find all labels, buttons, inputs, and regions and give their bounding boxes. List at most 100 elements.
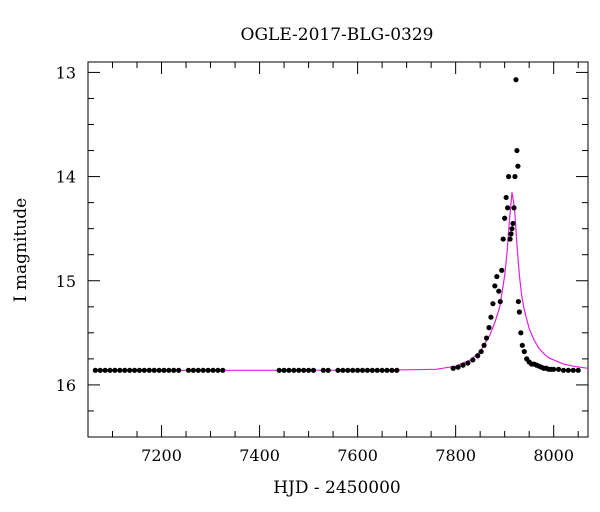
data-point xyxy=(511,205,517,211)
data-point xyxy=(509,226,515,232)
data-point xyxy=(286,367,292,373)
data-point xyxy=(379,367,385,373)
data-point xyxy=(92,367,98,373)
data-point xyxy=(355,367,361,373)
data-point xyxy=(350,367,356,373)
data-point xyxy=(112,367,118,373)
data-point xyxy=(521,348,527,355)
data-point xyxy=(151,367,157,373)
x-tick-label: 7600 xyxy=(337,446,378,465)
data-point xyxy=(499,267,505,273)
data-point xyxy=(171,367,177,373)
data-point xyxy=(512,173,518,180)
data-point xyxy=(122,367,128,373)
data-point xyxy=(156,367,162,373)
data-point xyxy=(481,342,487,348)
data-point xyxy=(486,325,492,331)
y-tick-label: 15 xyxy=(56,272,76,291)
data-point xyxy=(320,367,326,373)
data-point xyxy=(131,367,138,373)
data-point xyxy=(488,314,494,320)
x-axis-label: HJD - 2450000 xyxy=(273,478,401,498)
data-point xyxy=(394,367,400,373)
data-point xyxy=(185,367,192,373)
data-point xyxy=(141,367,147,373)
data-point xyxy=(505,173,512,180)
data-point xyxy=(503,194,509,201)
data-point xyxy=(389,367,395,373)
x-tick-label: 7400 xyxy=(239,446,280,465)
data-point xyxy=(515,298,521,305)
data-point xyxy=(146,367,152,373)
data-point xyxy=(369,367,375,373)
chart-title: OGLE-2017-BLG-0329 xyxy=(241,25,434,45)
data-point xyxy=(305,367,312,373)
data-point xyxy=(276,367,282,373)
x-tick-label: 8000 xyxy=(533,446,574,465)
data-point xyxy=(515,163,521,169)
data-points-group xyxy=(92,77,581,373)
data-point xyxy=(551,366,557,372)
data-point xyxy=(166,367,172,373)
data-point xyxy=(475,353,481,359)
data-point xyxy=(496,288,502,294)
data-point xyxy=(513,77,519,83)
data-point xyxy=(502,215,508,221)
data-point xyxy=(507,236,513,242)
data-point xyxy=(519,342,525,348)
data-point xyxy=(296,367,302,373)
data-point xyxy=(570,367,576,373)
y-tick-label: 13 xyxy=(56,63,76,82)
data-point xyxy=(560,367,567,373)
data-point xyxy=(470,357,476,363)
y-axis-label: I magnitude xyxy=(11,198,31,302)
data-point xyxy=(492,283,498,289)
x-tick-labels: 7200 7400 7600 7800 8000 xyxy=(141,446,574,465)
data-point xyxy=(195,367,201,373)
model-curve-group xyxy=(92,192,589,371)
x-tick-label: 7200 xyxy=(141,446,182,465)
data-point xyxy=(340,367,346,373)
data-point xyxy=(215,367,221,373)
data-point xyxy=(575,367,581,373)
data-point xyxy=(281,367,287,373)
data-point xyxy=(359,367,366,373)
axis-ticks xyxy=(88,62,588,438)
data-point xyxy=(460,362,466,368)
data-point xyxy=(291,367,297,373)
data-point xyxy=(161,367,167,373)
data-point xyxy=(500,236,506,242)
data-point xyxy=(510,220,516,227)
data-point xyxy=(514,147,520,154)
y-tick-label: 16 xyxy=(56,376,76,395)
data-point xyxy=(505,205,511,211)
data-point xyxy=(220,367,226,373)
data-point xyxy=(107,367,113,373)
data-point xyxy=(483,335,490,341)
model-curve xyxy=(92,192,589,371)
data-point xyxy=(478,348,484,355)
y-tick-labels: 13 14 15 16 xyxy=(56,63,76,395)
data-point xyxy=(310,367,317,373)
data-point xyxy=(102,367,108,373)
data-point xyxy=(455,364,461,370)
data-point xyxy=(136,367,143,373)
data-point xyxy=(205,367,211,373)
data-point xyxy=(465,360,471,366)
data-point xyxy=(508,231,514,237)
data-point xyxy=(325,367,331,373)
data-point xyxy=(494,273,500,280)
data-point xyxy=(518,330,524,336)
data-point xyxy=(117,367,123,373)
data-point xyxy=(210,367,216,373)
x-tick-label: 7800 xyxy=(435,446,476,465)
data-point xyxy=(176,367,182,373)
data-point xyxy=(450,365,456,371)
data-point xyxy=(345,367,351,373)
data-point xyxy=(97,367,103,373)
data-point xyxy=(127,367,133,373)
data-point xyxy=(200,367,206,373)
data-point xyxy=(190,367,196,373)
data-point xyxy=(516,309,522,315)
